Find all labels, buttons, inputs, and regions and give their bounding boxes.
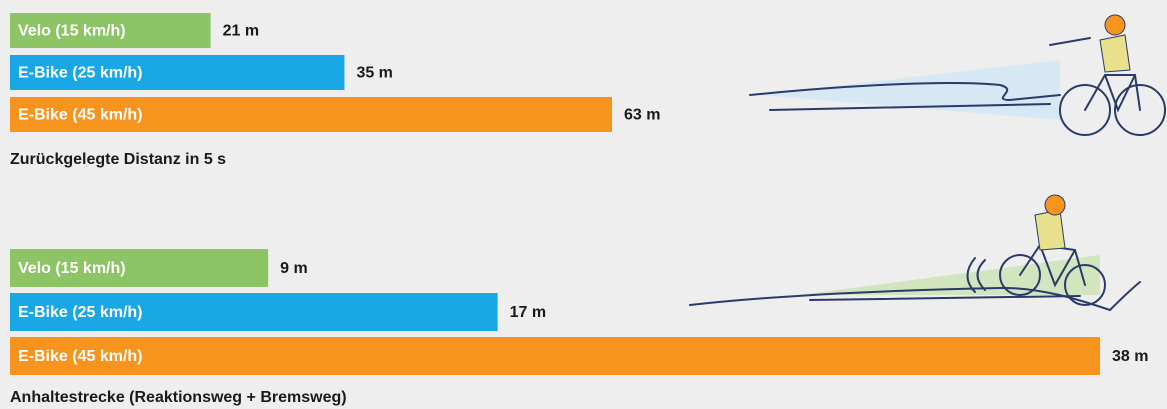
value-label: 38 m xyxy=(1112,348,1148,365)
value-label: 21 m xyxy=(223,23,259,40)
bar xyxy=(10,337,1100,375)
value-label: 63 m xyxy=(624,107,660,124)
chart: Velo (15 km/h) 21 m E-Bike (25 km/h) 35 m E-… xyxy=(0,0,1167,409)
category-label: E-Bike (25 km/h) xyxy=(18,65,142,82)
value-label: 9 m xyxy=(280,260,308,277)
value-label: 35 m xyxy=(356,65,392,82)
category-label: Velo (15 km/h) xyxy=(18,260,126,277)
category-label: E-Bike (45 km/h) xyxy=(18,107,142,124)
chart-title: Anhaltestrecke (Reaktionsweg + Bremsweg) xyxy=(10,389,347,406)
chart-title: Zurückgelegte Distanz in 5 s xyxy=(10,151,226,168)
value-label: 17 m xyxy=(510,304,546,321)
category-label: Velo (15 km/h) xyxy=(18,23,126,40)
category-label: E-Bike (25 km/h) xyxy=(18,304,142,321)
category-label: E-Bike (45 km/h) xyxy=(18,348,142,365)
